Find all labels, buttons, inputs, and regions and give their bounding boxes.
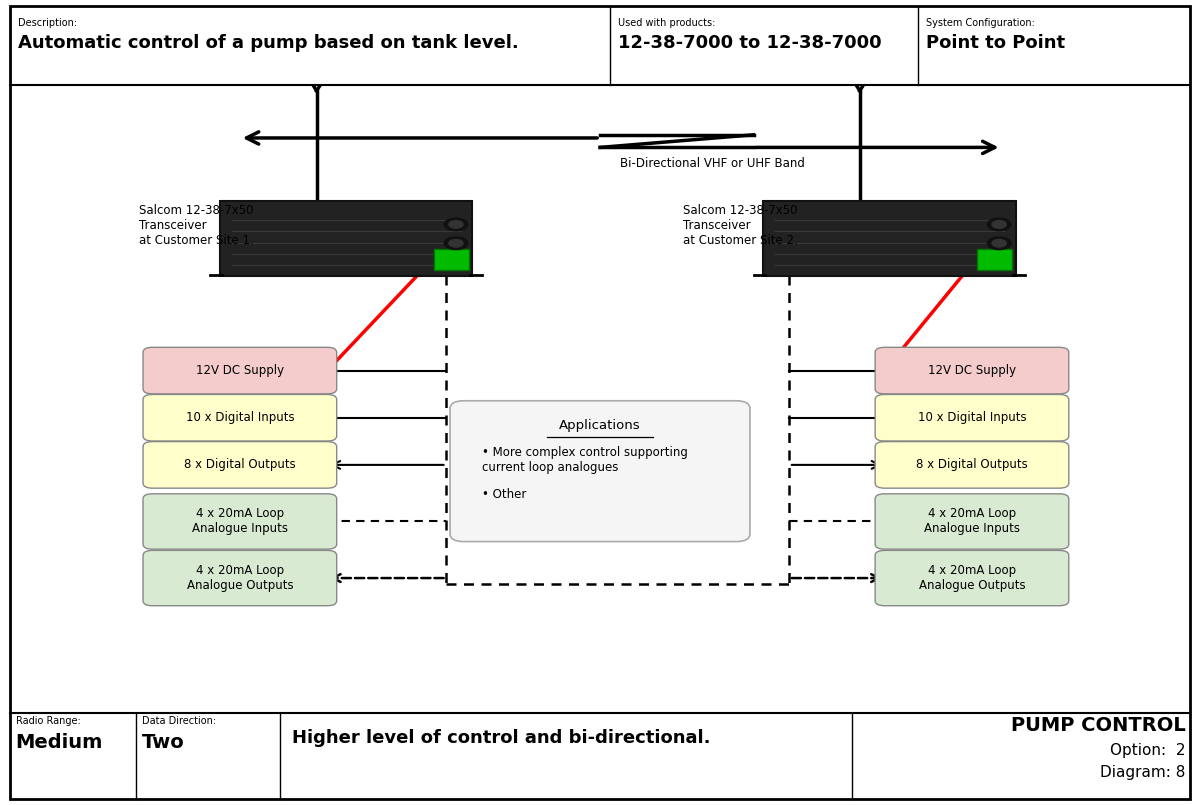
Text: Applications: Applications (559, 419, 641, 432)
FancyBboxPatch shape (875, 347, 1069, 394)
Text: Point to Point: Point to Point (926, 34, 1066, 52)
FancyBboxPatch shape (875, 551, 1069, 605)
FancyBboxPatch shape (143, 347, 337, 394)
Circle shape (988, 218, 1010, 231)
Text: Used with products:: Used with products: (618, 18, 715, 27)
Text: Automatic control of a pump based on tank level.: Automatic control of a pump based on tan… (18, 34, 518, 52)
FancyBboxPatch shape (875, 442, 1069, 488)
Circle shape (444, 237, 468, 250)
FancyBboxPatch shape (143, 442, 337, 488)
Text: 4 x 20mA Loop
Analogue Inputs: 4 x 20mA Loop Analogue Inputs (924, 507, 1020, 535)
Text: Bi-Directional VHF or UHF Band: Bi-Directional VHF or UHF Band (619, 157, 805, 170)
FancyBboxPatch shape (875, 394, 1069, 441)
Text: 4 x 20mA Loop
Analogue Outputs: 4 x 20mA Loop Analogue Outputs (186, 564, 293, 592)
Text: 4 x 20mA Loop
Analogue Inputs: 4 x 20mA Loop Analogue Inputs (192, 507, 288, 535)
Text: 4 x 20mA Loop
Analogue Outputs: 4 x 20mA Loop Analogue Outputs (919, 564, 1025, 592)
Text: Salcom 12-38-7x50
Transceiver
at Customer Site 2.: Salcom 12-38-7x50 Transceiver at Custome… (683, 204, 798, 247)
Circle shape (992, 240, 1006, 247)
FancyBboxPatch shape (433, 249, 469, 270)
Text: System Configuration:: System Configuration: (926, 18, 1036, 27)
FancyBboxPatch shape (763, 201, 1015, 276)
Text: 12-38-7000 to 12-38-7000: 12-38-7000 to 12-38-7000 (618, 34, 882, 52)
Circle shape (449, 240, 463, 247)
Text: Diagram: 8: Diagram: 8 (1100, 765, 1186, 780)
Text: 8 x Digital Outputs: 8 x Digital Outputs (184, 458, 295, 472)
Text: Description:: Description: (18, 18, 77, 27)
FancyBboxPatch shape (875, 493, 1069, 549)
Text: 10 x Digital Inputs: 10 x Digital Inputs (918, 411, 1026, 424)
Circle shape (988, 237, 1010, 250)
Circle shape (444, 218, 468, 231)
FancyBboxPatch shape (977, 249, 1012, 270)
Text: • More complex control supporting
current loop analogues: • More complex control supporting curren… (482, 446, 688, 474)
FancyBboxPatch shape (220, 201, 473, 276)
Text: Medium: Medium (16, 733, 103, 752)
Text: • Other: • Other (482, 488, 527, 502)
FancyBboxPatch shape (143, 493, 337, 549)
Circle shape (992, 221, 1006, 228)
FancyBboxPatch shape (450, 401, 750, 542)
Text: 12V DC Supply: 12V DC Supply (928, 364, 1016, 377)
Text: 10 x Digital Inputs: 10 x Digital Inputs (186, 411, 294, 424)
Text: 8 x Digital Outputs: 8 x Digital Outputs (916, 458, 1028, 472)
Text: Two: Two (142, 733, 185, 752)
Text: Option:  2: Option: 2 (1110, 743, 1186, 758)
Text: Data Direction:: Data Direction: (142, 716, 216, 726)
Text: Radio Range:: Radio Range: (16, 716, 80, 726)
Text: Salcom 12-38-7x50
Transceiver
at Customer Site 1.: Salcom 12-38-7x50 Transceiver at Custome… (139, 204, 254, 247)
Circle shape (449, 221, 463, 228)
FancyBboxPatch shape (143, 394, 337, 441)
Text: 12V DC Supply: 12V DC Supply (196, 364, 284, 377)
Text: Higher level of control and bi-directional.: Higher level of control and bi-direction… (292, 729, 710, 747)
FancyBboxPatch shape (143, 551, 337, 605)
Text: PUMP CONTROL: PUMP CONTROL (1010, 716, 1186, 736)
